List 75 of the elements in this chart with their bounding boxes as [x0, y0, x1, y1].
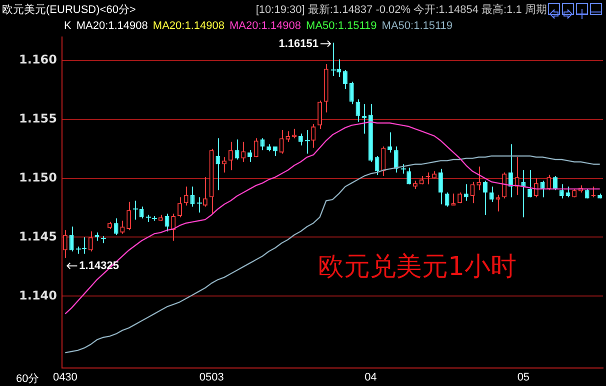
y-tick-label: 1.140 — [19, 288, 57, 302]
candlestick — [514, 156, 520, 196]
candlestick — [88, 230, 93, 252]
candlestick — [374, 155, 380, 176]
candlestick — [356, 98, 360, 122]
candlestick — [444, 192, 450, 208]
candlestick — [286, 130, 290, 142]
candlestick — [272, 146, 278, 156]
annotation: 欧元兑美元1小时 — [318, 252, 517, 282]
candlestick — [489, 186, 494, 202]
candlestick — [502, 172, 507, 199]
candlestick — [184, 186, 188, 206]
candlestick — [388, 132, 392, 153]
candlestick — [62, 230, 68, 258]
candlestick — [438, 168, 443, 205]
text: MA20:1.14908 — [152, 20, 224, 32]
candlestick — [298, 133, 303, 146]
x-axis-title: 60分 — [16, 372, 40, 386]
candlestick — [534, 178, 538, 198]
candlestick — [228, 141, 233, 171]
annotation: 1.16151 — [278, 38, 318, 50]
candlestick — [120, 220, 125, 234]
candlestick — [343, 69, 348, 90]
candlestick — [222, 156, 227, 173]
candlestick — [279, 130, 284, 154]
y-tick-label: 1.155 — [19, 112, 57, 126]
candlestick — [540, 180, 545, 198]
y-tick-label: 1.150 — [19, 170, 57, 184]
text: MA20:1.14908 — [229, 20, 302, 32]
candlestick — [254, 138, 258, 158]
candlestick — [126, 201, 132, 231]
candlestick — [69, 226, 74, 252]
candlestick — [508, 144, 513, 198]
candlestick — [311, 124, 316, 148]
text: MA50:1.15119 — [306, 20, 377, 32]
candlestick — [381, 146, 386, 176]
candlestick — [202, 176, 208, 208]
candlestick — [400, 164, 406, 174]
candlestick — [349, 81, 354, 105]
x-tick-label: 0503 — [199, 372, 224, 384]
candlestick — [406, 167, 412, 185]
candlestick — [178, 196, 182, 218]
x-tick-label: 0430 — [52, 372, 78, 384]
candlestick — [248, 150, 252, 162]
x-tick-label: 04 — [364, 372, 377, 384]
candlestick — [362, 104, 367, 134]
candlestick — [464, 184, 468, 202]
candlestick — [553, 175, 558, 191]
chart-title: 欧元美元(EURUSD)<60分> — [2, 2, 136, 17]
text: MA50:1.15119 — [382, 20, 453, 32]
y-tick-label: 1.145 — [19, 229, 57, 244]
candlestick — [304, 130, 310, 154]
chart-subtitle: [10:19:30] 最新:1.14837 -0.02% 今开:1.14854 最高:1.1 周期 — [256, 2, 547, 17]
candlestick — [483, 180, 488, 216]
candlestick — [216, 138, 220, 191]
x-tick-label: 05 — [517, 372, 530, 384]
candlestick — [241, 141, 246, 162]
candlestick — [451, 193, 456, 206]
candlestick — [171, 213, 176, 242]
candlestick — [521, 170, 526, 218]
candlestick — [394, 146, 398, 173]
candlestick — [528, 170, 532, 198]
candlestick — [318, 100, 322, 130]
text: MA20:1.14908 — [76, 20, 148, 32]
candlestick — [546, 174, 552, 191]
y-tick-label: 1.160 — [19, 52, 57, 67]
candlestick — [496, 194, 500, 212]
candlestick — [470, 181, 475, 204]
candlestick — [234, 138, 240, 160]
candlestick — [559, 184, 564, 199]
candlestick — [476, 166, 482, 191]
candlestick — [196, 196, 202, 214]
text: K — [64, 20, 72, 32]
candlestick — [114, 218, 118, 236]
candlestick — [190, 186, 195, 208]
